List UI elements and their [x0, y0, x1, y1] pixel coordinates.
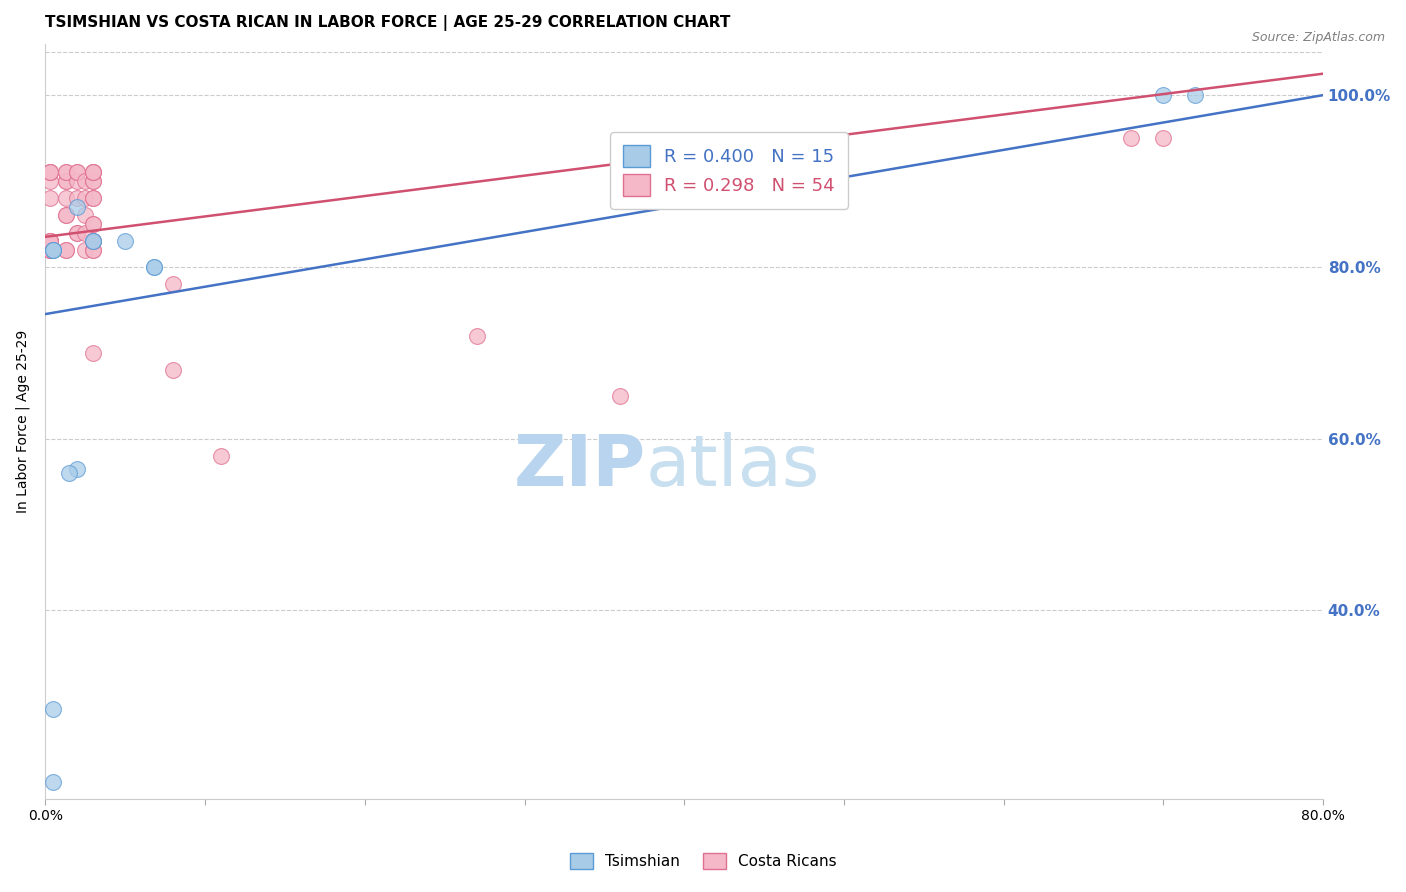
Text: ZIP: ZIP — [513, 433, 645, 501]
Point — [82, 217, 104, 231]
Text: Source: ZipAtlas.com: Source: ZipAtlas.com — [1251, 31, 1385, 45]
Point — [1152, 88, 1174, 103]
Text: atlas: atlas — [645, 433, 820, 501]
Point — [39, 165, 62, 179]
Point — [209, 449, 232, 463]
Point — [82, 174, 104, 188]
Point — [42, 702, 65, 716]
Point — [143, 260, 166, 274]
Point — [1184, 88, 1206, 103]
Point — [39, 234, 62, 248]
Point — [66, 165, 89, 179]
Point — [58, 466, 80, 480]
Point — [55, 165, 77, 179]
Point — [75, 191, 97, 205]
Point — [82, 234, 104, 248]
Point — [82, 165, 104, 179]
Point — [39, 243, 62, 257]
Point — [75, 226, 97, 240]
Point — [66, 174, 89, 188]
Point — [55, 174, 77, 188]
Point — [39, 165, 62, 179]
Point — [82, 165, 104, 179]
Point — [42, 243, 65, 257]
Point — [66, 226, 89, 240]
Point — [82, 217, 104, 231]
Point — [82, 243, 104, 257]
Point — [75, 208, 97, 222]
Point — [66, 165, 89, 179]
Legend: R = 0.400   N = 15, R = 0.298   N = 54: R = 0.400 N = 15, R = 0.298 N = 54 — [610, 132, 848, 209]
Point — [162, 277, 184, 291]
Point — [75, 174, 97, 188]
Point — [162, 363, 184, 377]
Point — [609, 389, 631, 403]
Point — [39, 234, 62, 248]
Point — [82, 234, 104, 248]
Point — [55, 243, 77, 257]
Point — [66, 191, 89, 205]
Point — [82, 234, 104, 248]
Point — [66, 200, 89, 214]
Point — [39, 243, 62, 257]
Point — [39, 234, 62, 248]
Point — [55, 191, 77, 205]
Point — [39, 243, 62, 257]
Point — [1121, 131, 1143, 145]
Point — [114, 234, 136, 248]
Point — [55, 174, 77, 188]
Point — [55, 208, 77, 222]
Point — [39, 234, 62, 248]
Point — [82, 243, 104, 257]
Point — [55, 208, 77, 222]
Point — [66, 461, 89, 475]
Point — [465, 328, 488, 343]
Point — [39, 174, 62, 188]
Point — [42, 243, 65, 257]
Y-axis label: In Labor Force | Age 25-29: In Labor Force | Age 25-29 — [15, 330, 30, 513]
Point — [82, 174, 104, 188]
Point — [75, 243, 97, 257]
Point — [55, 243, 77, 257]
Point — [55, 165, 77, 179]
Point — [82, 234, 104, 248]
Legend: Tsimshian, Costa Ricans: Tsimshian, Costa Ricans — [564, 847, 842, 875]
Point — [39, 243, 62, 257]
Point — [1152, 131, 1174, 145]
Point — [39, 191, 62, 205]
Point — [42, 243, 65, 257]
Point — [66, 226, 89, 240]
Point — [82, 191, 104, 205]
Point — [82, 165, 104, 179]
Point — [39, 165, 62, 179]
Point — [82, 191, 104, 205]
Point — [143, 260, 166, 274]
Point — [82, 345, 104, 359]
Point — [42, 775, 65, 789]
Text: TSIMSHIAN VS COSTA RICAN IN LABOR FORCE | AGE 25-29 CORRELATION CHART: TSIMSHIAN VS COSTA RICAN IN LABOR FORCE … — [45, 15, 731, 31]
